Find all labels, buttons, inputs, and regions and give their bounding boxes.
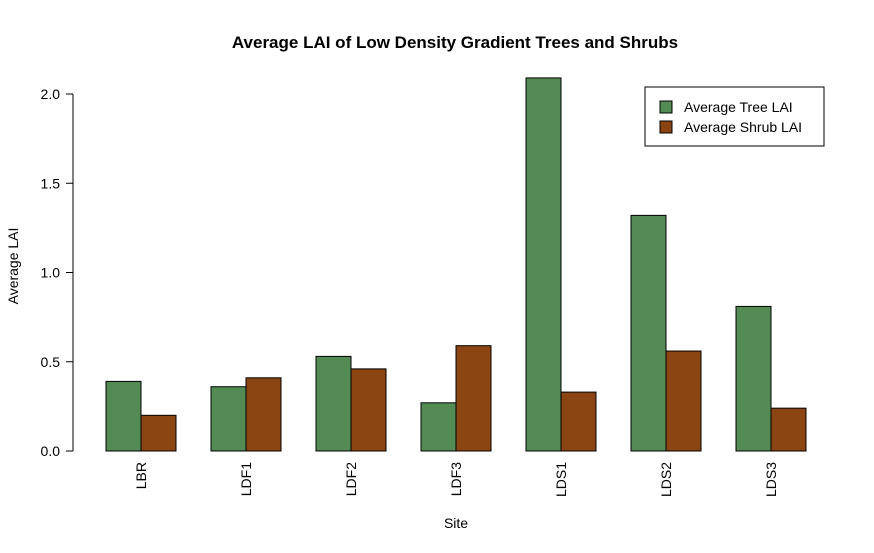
bar-tree-ldf1: [210, 386, 247, 452]
bar-tree-ldf3: [420, 402, 457, 452]
bar-shrub-lds1: [560, 391, 597, 452]
bar-shrub-ldf1: [245, 377, 282, 452]
y-tick-label: 0.5: [41, 354, 61, 370]
x-tick-label-lds3: LDS3: [763, 462, 779, 497]
bar-tree-lds1: [525, 77, 562, 452]
bar-tree-lds3: [735, 305, 772, 452]
x-tick-labels: LBR LDF1 LDF2 LDF3 LDS1 LDS2 LDS3: [133, 462, 779, 497]
bar-shrub-ldf3: [455, 345, 492, 452]
bar-shrub-ldf2: [350, 368, 387, 452]
x-tick-label-ldf1: LDF1: [238, 462, 254, 496]
x-tick-label-lbr: LBR: [133, 462, 149, 489]
bar-shrub-lds3: [770, 407, 807, 452]
legend-label-shrub: Average Shrub LAI: [684, 119, 802, 135]
legend-box: [644, 86, 825, 147]
y-axis: 0.0 0.5 1.0 1.5 2.0: [41, 86, 74, 459]
bar-tree-ldf2: [315, 355, 352, 452]
legend: Average Tree LAI Average Shrub LAI: [644, 86, 825, 147]
bar-tree-lbr: [105, 380, 142, 452]
bar-tree-lds2: [630, 214, 667, 452]
legend-swatch-tree: [659, 100, 673, 114]
y-tick-label: 1.5: [41, 175, 61, 191]
chart-title: Average LAI of Low Density Gradient Tree…: [232, 33, 678, 52]
x-tick-label-ldf3: LDF3: [448, 462, 464, 496]
y-tick-label: 1.0: [41, 265, 61, 281]
x-tick-label-ldf2: LDF2: [343, 462, 359, 496]
bars-group: [105, 77, 807, 452]
legend-label-tree: Average Tree LAI: [684, 99, 793, 115]
y-tick-label: 0.0: [41, 443, 61, 459]
x-tick-label-lds2: LDS2: [658, 462, 674, 497]
legend-swatch-shrub: [659, 120, 673, 134]
bar-shrub-lds2: [665, 350, 702, 452]
y-tick-label: 2.0: [41, 86, 61, 102]
y-axis-label: Average LAI: [5, 228, 21, 305]
x-tick-label-lds1: LDS1: [553, 462, 569, 497]
x-axis-label: Site: [444, 515, 468, 531]
bar-shrub-lbr: [140, 414, 177, 452]
